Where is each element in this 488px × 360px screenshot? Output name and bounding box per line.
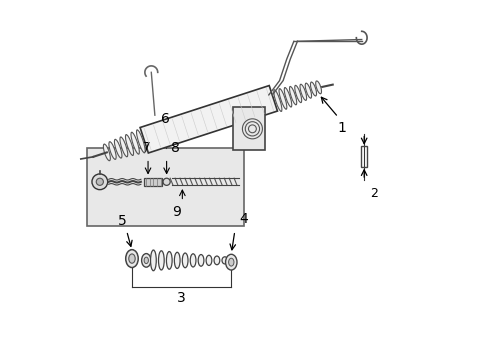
Ellipse shape xyxy=(289,86,296,105)
Ellipse shape xyxy=(125,135,133,156)
Bar xyxy=(87,148,244,226)
Text: 9: 9 xyxy=(172,205,181,219)
Text: 2: 2 xyxy=(370,187,378,200)
Ellipse shape xyxy=(222,257,227,264)
Text: 6: 6 xyxy=(161,112,170,126)
Ellipse shape xyxy=(225,254,237,270)
Ellipse shape xyxy=(166,252,172,269)
Ellipse shape xyxy=(109,142,116,159)
Ellipse shape xyxy=(125,249,138,267)
Ellipse shape xyxy=(131,132,139,154)
Text: 8: 8 xyxy=(171,141,180,155)
Ellipse shape xyxy=(279,89,286,109)
Ellipse shape xyxy=(103,144,110,161)
Ellipse shape xyxy=(299,84,306,100)
Ellipse shape xyxy=(228,258,233,266)
Text: 3: 3 xyxy=(177,291,185,305)
Ellipse shape xyxy=(190,254,196,267)
Ellipse shape xyxy=(198,255,203,266)
Ellipse shape xyxy=(114,139,122,158)
Polygon shape xyxy=(140,86,277,153)
Ellipse shape xyxy=(120,137,127,157)
Ellipse shape xyxy=(158,251,164,270)
Circle shape xyxy=(92,174,107,190)
Ellipse shape xyxy=(315,81,321,94)
Ellipse shape xyxy=(150,250,156,271)
Ellipse shape xyxy=(206,255,211,265)
Text: 7: 7 xyxy=(142,141,150,155)
Ellipse shape xyxy=(284,87,291,107)
Circle shape xyxy=(96,178,103,185)
Ellipse shape xyxy=(294,85,301,103)
Ellipse shape xyxy=(310,82,316,96)
Ellipse shape xyxy=(174,252,180,269)
Ellipse shape xyxy=(128,254,135,263)
Ellipse shape xyxy=(305,83,311,98)
Text: 5: 5 xyxy=(117,214,126,228)
Text: 4: 4 xyxy=(239,212,247,226)
Ellipse shape xyxy=(136,130,145,153)
Circle shape xyxy=(163,178,170,185)
Ellipse shape xyxy=(273,90,281,112)
Bar xyxy=(144,178,162,186)
Polygon shape xyxy=(233,107,264,150)
Ellipse shape xyxy=(144,257,148,264)
Bar xyxy=(361,146,366,167)
Ellipse shape xyxy=(142,253,151,267)
Ellipse shape xyxy=(214,256,219,265)
Text: 1: 1 xyxy=(337,121,346,135)
Ellipse shape xyxy=(182,253,187,268)
